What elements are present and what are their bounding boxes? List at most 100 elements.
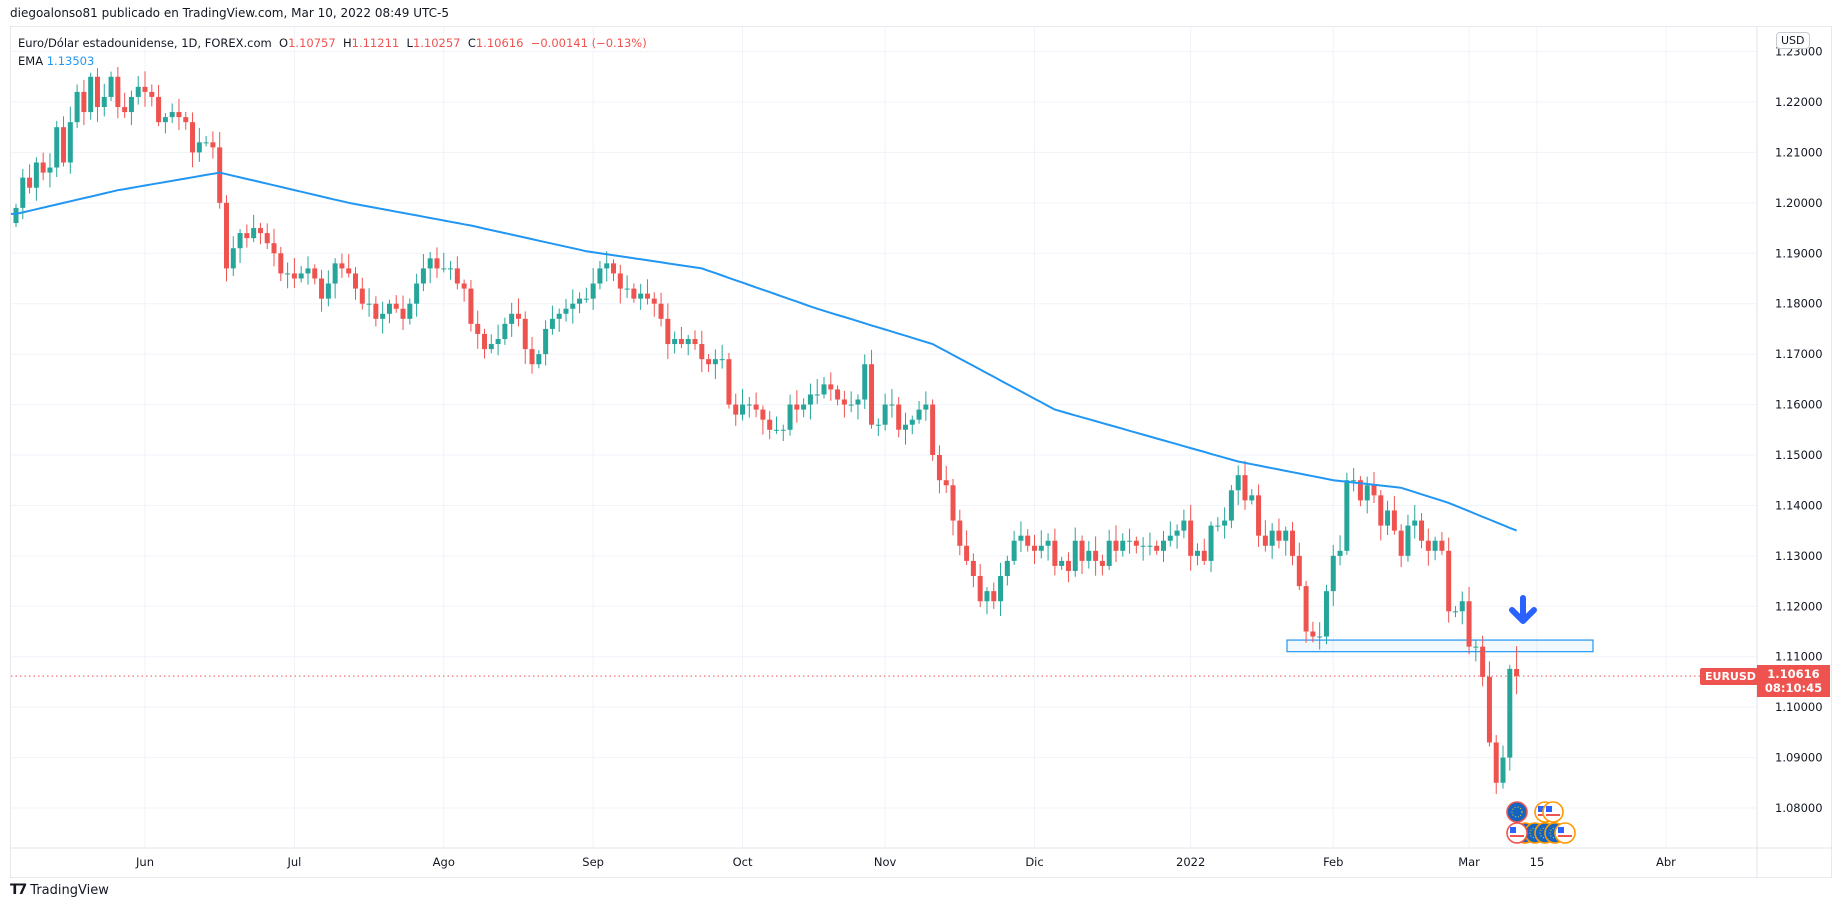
candle-body — [1208, 525, 1214, 561]
y-tick-label: 1.17000 — [1775, 347, 1823, 361]
candle — [522, 311, 528, 364]
candle — [1222, 507, 1228, 539]
candle — [740, 389, 746, 421]
x-tick-label: Feb — [1323, 855, 1343, 869]
candle-body — [991, 591, 997, 602]
candle-body — [1201, 550, 1207, 561]
candle — [488, 334, 494, 354]
candle-body — [1480, 646, 1486, 677]
candle — [719, 344, 725, 369]
candle-body — [1140, 545, 1146, 547]
candle-body — [33, 162, 39, 188]
candle — [1127, 528, 1133, 554]
candle — [943, 465, 949, 493]
candle — [950, 478, 956, 536]
candle — [583, 287, 589, 303]
candle-body — [909, 419, 915, 425]
candle-body — [1133, 540, 1139, 546]
candle-body — [414, 283, 420, 304]
candle-body — [346, 268, 352, 274]
tradingview-logo[interactable]: T7 TradingView — [10, 882, 109, 898]
candle-body — [169, 112, 175, 118]
candle — [896, 397, 902, 438]
candle-body — [20, 177, 26, 208]
candle — [1194, 543, 1200, 566]
candle — [651, 292, 657, 317]
candle-body — [1181, 520, 1187, 531]
candle — [787, 394, 793, 436]
candle-body — [1296, 555, 1302, 587]
candle — [1391, 496, 1397, 535]
x-tick-label: Jun — [135, 855, 154, 869]
candle — [712, 349, 718, 380]
candle — [631, 283, 637, 303]
candle — [1398, 524, 1404, 568]
candle — [162, 113, 168, 134]
candle-body — [495, 339, 501, 345]
tradingview-logo-icon: T7 — [10, 882, 27, 898]
candle-body — [1242, 475, 1248, 501]
candle — [977, 563, 983, 608]
candle-body — [1412, 520, 1418, 526]
candle — [156, 84, 162, 127]
candle-body — [848, 404, 854, 406]
candle — [169, 103, 175, 123]
candle-body — [1500, 757, 1506, 783]
support-zone-rectangle — [1286, 639, 1594, 653]
candle-body — [543, 328, 549, 355]
candle — [149, 84, 155, 107]
candle-body — [1493, 742, 1499, 783]
candle-body — [353, 273, 358, 289]
candle-body — [536, 354, 542, 365]
candle-body — [855, 399, 861, 405]
candle — [916, 400, 922, 424]
candle-body — [733, 404, 739, 415]
candle-body — [217, 147, 223, 203]
candle-body — [1473, 646, 1479, 648]
candle — [801, 398, 807, 418]
candle — [1133, 536, 1139, 554]
candle — [1466, 586, 1472, 655]
candle-body — [1371, 485, 1377, 496]
candle — [128, 90, 134, 126]
candle — [54, 120, 60, 177]
candle — [305, 256, 311, 285]
candle-body — [509, 313, 515, 324]
candle — [1317, 622, 1323, 650]
candle — [223, 195, 229, 282]
candle-body — [298, 273, 304, 279]
candle-body — [1385, 510, 1391, 526]
x-tick-label: Abr — [1656, 855, 1676, 869]
candle-body — [441, 268, 447, 270]
candle-body — [1188, 520, 1194, 556]
flag-canton — [1558, 827, 1564, 833]
candle-body — [54, 127, 60, 168]
candle-body — [156, 96, 162, 123]
candle-body — [1419, 520, 1425, 541]
candle — [61, 116, 67, 167]
flag-canton — [1546, 806, 1552, 812]
currency-button[interactable]: USD — [1776, 32, 1810, 49]
close-label: C — [467, 36, 476, 50]
candle — [441, 252, 447, 273]
candle-body — [515, 313, 521, 319]
candle — [33, 157, 39, 201]
candle-body — [115, 76, 121, 108]
candle — [964, 530, 970, 565]
candle-body — [923, 404, 929, 410]
candle — [251, 214, 257, 243]
candle — [1228, 485, 1234, 529]
candle-body — [1405, 525, 1411, 556]
candle — [1296, 542, 1302, 591]
candle-body — [549, 318, 555, 329]
candle-body — [841, 399, 847, 405]
candle — [848, 391, 854, 413]
candle-body — [128, 96, 134, 113]
candle-body — [1032, 545, 1037, 551]
candle-body — [699, 344, 705, 360]
candle — [936, 445, 942, 494]
candle-body — [461, 283, 467, 289]
candle-body — [183, 117, 189, 123]
candle — [502, 317, 508, 345]
